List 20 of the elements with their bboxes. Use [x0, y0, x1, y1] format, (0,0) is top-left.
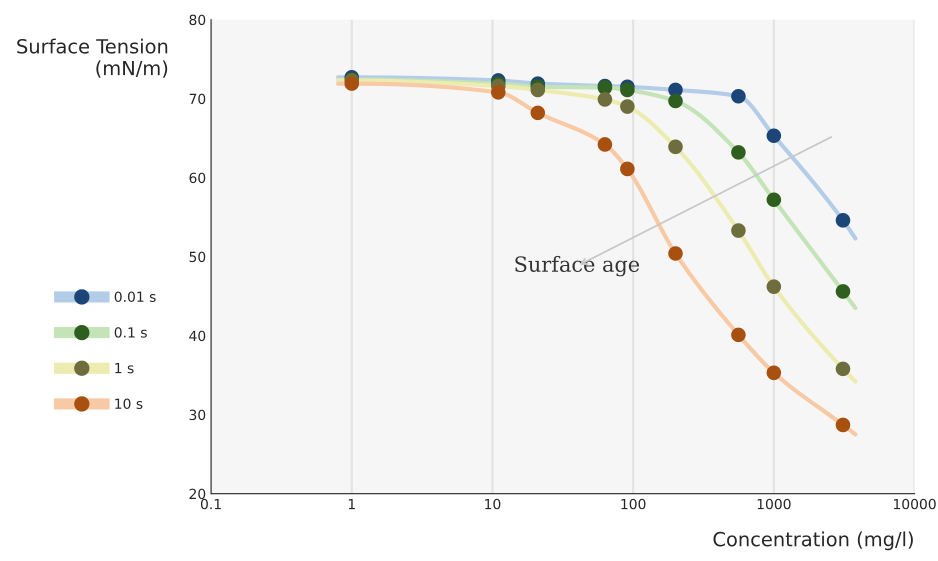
legend-label: 10 s [115, 398, 142, 409]
y-axis-title: Surface Tension (mN/m) [17, 38, 168, 78]
x-tick-label: 100 [621, 498, 646, 510]
legend-label: 0.01 s [114, 291, 156, 302]
y-tick-label: 50 [190, 252, 206, 262]
legend-label: 1 s [115, 363, 134, 374]
x-tick-label: 1 [348, 498, 355, 510]
x-tick-label: 0.1 [200, 498, 221, 510]
annotation: Surface age [515, 256, 640, 276]
y-tick-label: 70 [190, 94, 206, 104]
x-tick-label: 1000 [758, 498, 791, 510]
y-tick-label: 60 [189, 172, 206, 184]
y-tick-label: 20 [190, 488, 206, 500]
x-axis-title: Concentration (mg/l) [713, 531, 913, 550]
x-tick-label: 10000 [894, 498, 936, 510]
legend-label: 0.1 s [114, 327, 147, 338]
y-tick-label: 30 [190, 410, 206, 420]
y-tick-label: 80 [189, 14, 206, 26]
x-tick-label: 10 [485, 498, 500, 510]
y-tick-label: 40 [189, 330, 206, 342]
